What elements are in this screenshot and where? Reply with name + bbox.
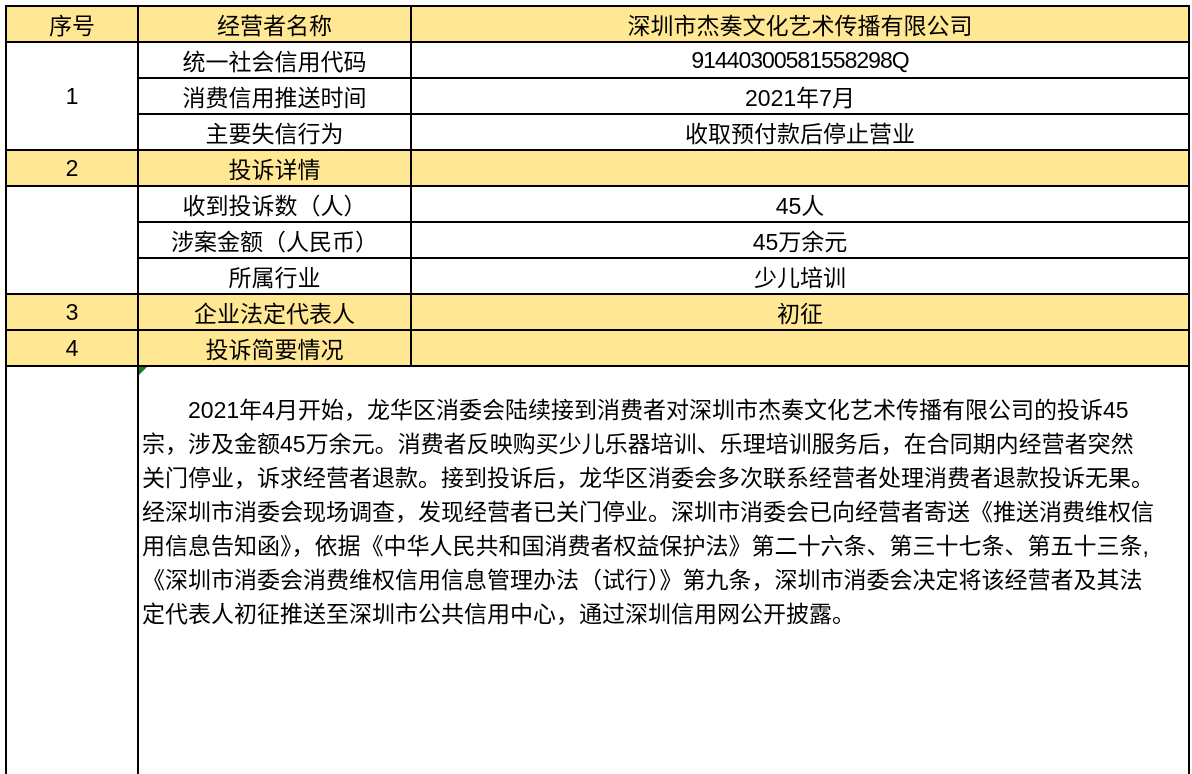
complaint-summary-text-cell: 2021年4月开始，龙华区消委会陆续接到消费者对深圳市杰奏文化艺术传播有限公司的… (137, 365, 1190, 774)
cell-corner-marker-icon (140, 368, 147, 375)
complaint-count-value-cell: 45人 (410, 185, 1190, 223)
push-time-label-cell: 消费信用推送时间 (137, 77, 412, 115)
section3-index-cell: 3 (5, 293, 139, 331)
company-name-cell: 深圳市杰奏文化艺术传播有限公司 (410, 5, 1190, 43)
table-row: 涉案金额（人民币） 45万余元 (6, 221, 1190, 259)
empty-highlight-cell (410, 149, 1190, 187)
credit-disclosure-table: 序号 经营者名称 深圳市杰奏文化艺术传播有限公司 1 统一社会信用代码 9144… (5, 5, 1190, 774)
header-row: 序号 经营者名称 深圳市杰奏文化艺术传播有限公司 (5, 5, 1190, 43)
dishonest-behavior-value-cell: 收取预付款后停止营业 (410, 113, 1190, 151)
section2-index-cell: 2 (5, 149, 139, 187)
complaint-summary-text: 2021年4月开始，龙华区消委会陆续接到消费者对深圳市杰奏文化艺术传播有限公司的… (142, 397, 1154, 627)
section2-header-row: 2 投诉详情 (5, 149, 1190, 187)
complaint-detail-title-cell: 投诉详情 (137, 149, 412, 187)
dishonest-behavior-label-cell: 主要失信行为 (137, 113, 412, 151)
section2-empty-index-cell (5, 185, 139, 295)
table-row: 1 统一社会信用代码 91440300581558298Q (5, 41, 1190, 151)
complaint-count-label-cell: 收到投诉数（人） (137, 185, 412, 223)
section3-row: 3 企业法定代表人 初征 (5, 293, 1190, 331)
table-row: 收到投诉数（人） 45人 (5, 185, 1190, 295)
push-time-value-cell: 2021年7月 (410, 77, 1190, 115)
amount-value-cell: 45万余元 (410, 221, 1190, 259)
section4-index-cell: 4 (5, 329, 139, 367)
operator-name-header-cell: 经营者名称 (137, 5, 412, 43)
industry-value-cell: 少儿培训 (410, 257, 1190, 295)
credit-code-value-cell: 91440300581558298Q (410, 41, 1190, 79)
complaint-summary-title-cell: 投诉简要情况 (137, 329, 412, 367)
legal-rep-value-cell: 初征 (410, 293, 1190, 331)
industry-label-cell: 所属行业 (137, 257, 412, 295)
credit-code-label-cell: 统一社会信用代码 (137, 41, 412, 79)
section4-header-row: 4 投诉简要情况 (5, 329, 1190, 367)
amount-label-cell: 涉案金额（人民币） (137, 221, 412, 259)
seq-header-cell: 序号 (5, 5, 139, 43)
table-row: 主要失信行为 收取预付款后停止营业 (6, 113, 1190, 151)
table-row: 所属行业 少儿培训 (6, 257, 1190, 295)
summary-empty-index-cell (5, 365, 139, 774)
legal-rep-label-cell: 企业法定代表人 (137, 293, 412, 331)
section1-index-cell: 1 (5, 41, 139, 151)
table-row: 消费信用推送时间 2021年7月 (6, 77, 1190, 115)
empty-highlight-cell (410, 329, 1190, 367)
summary-row: 2021年4月开始，龙华区消委会陆续接到消费者对深圳市杰奏文化艺术传播有限公司的… (5, 365, 1190, 774)
